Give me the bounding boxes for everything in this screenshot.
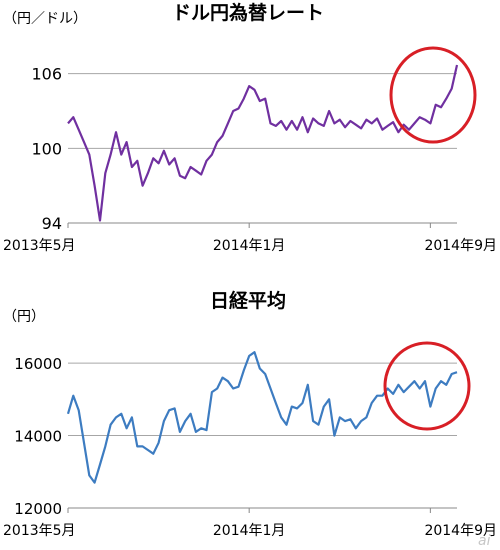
usdjpy-y-axis-labels: 106 100 94: [31, 65, 62, 233]
x-tick-label: 2014年1月: [213, 523, 286, 539]
y-tick-label: 12000: [14, 500, 62, 518]
watermark-logo: ai: [478, 533, 491, 549]
usdjpy-x-axis-labels: 2013年5月 2014年1月 2014年9月: [3, 238, 497, 254]
y-tick-label: 14000: [14, 428, 62, 446]
usdjpy-series-line: [67, 64, 459, 222]
y-tick-label: 106: [31, 65, 62, 84]
y-tick-label: 16000: [14, 355, 62, 373]
x-tick-label: 2014年9月: [424, 238, 497, 254]
nikkei-chart-title: 日経平均: [210, 289, 286, 312]
x-tick-label: 2014年1月: [213, 238, 286, 254]
usdjpy-unit-label: （円／ドル）: [3, 11, 87, 27]
usdjpy-x-ticks: [67, 223, 431, 228]
x-tick-label: 2013年5月: [3, 523, 76, 539]
y-tick-label: 94: [42, 214, 62, 233]
nikkei-series-line: [66, 351, 458, 484]
nikkei-x-axis-labels: 2013年5月 2014年1月 2014年9月: [3, 523, 497, 539]
y-tick-label: 100: [31, 139, 62, 158]
x-tick-label: 2013年5月: [3, 238, 76, 254]
usdjpy-chart-title: ドル円為替レート: [172, 1, 324, 24]
usdjpy-gridlines: [68, 73, 457, 149]
usdjpy-highlight-circle: [389, 46, 477, 144]
x-tick-label: 2014年9月: [424, 523, 497, 539]
nikkei-y-axis-labels: 16000 14000 12000: [14, 355, 62, 518]
nikkei-unit-label: （円）: [3, 309, 45, 325]
nikkei-x-ticks: [67, 508, 431, 513]
nikkei-highlight-circle: [383, 341, 471, 431]
